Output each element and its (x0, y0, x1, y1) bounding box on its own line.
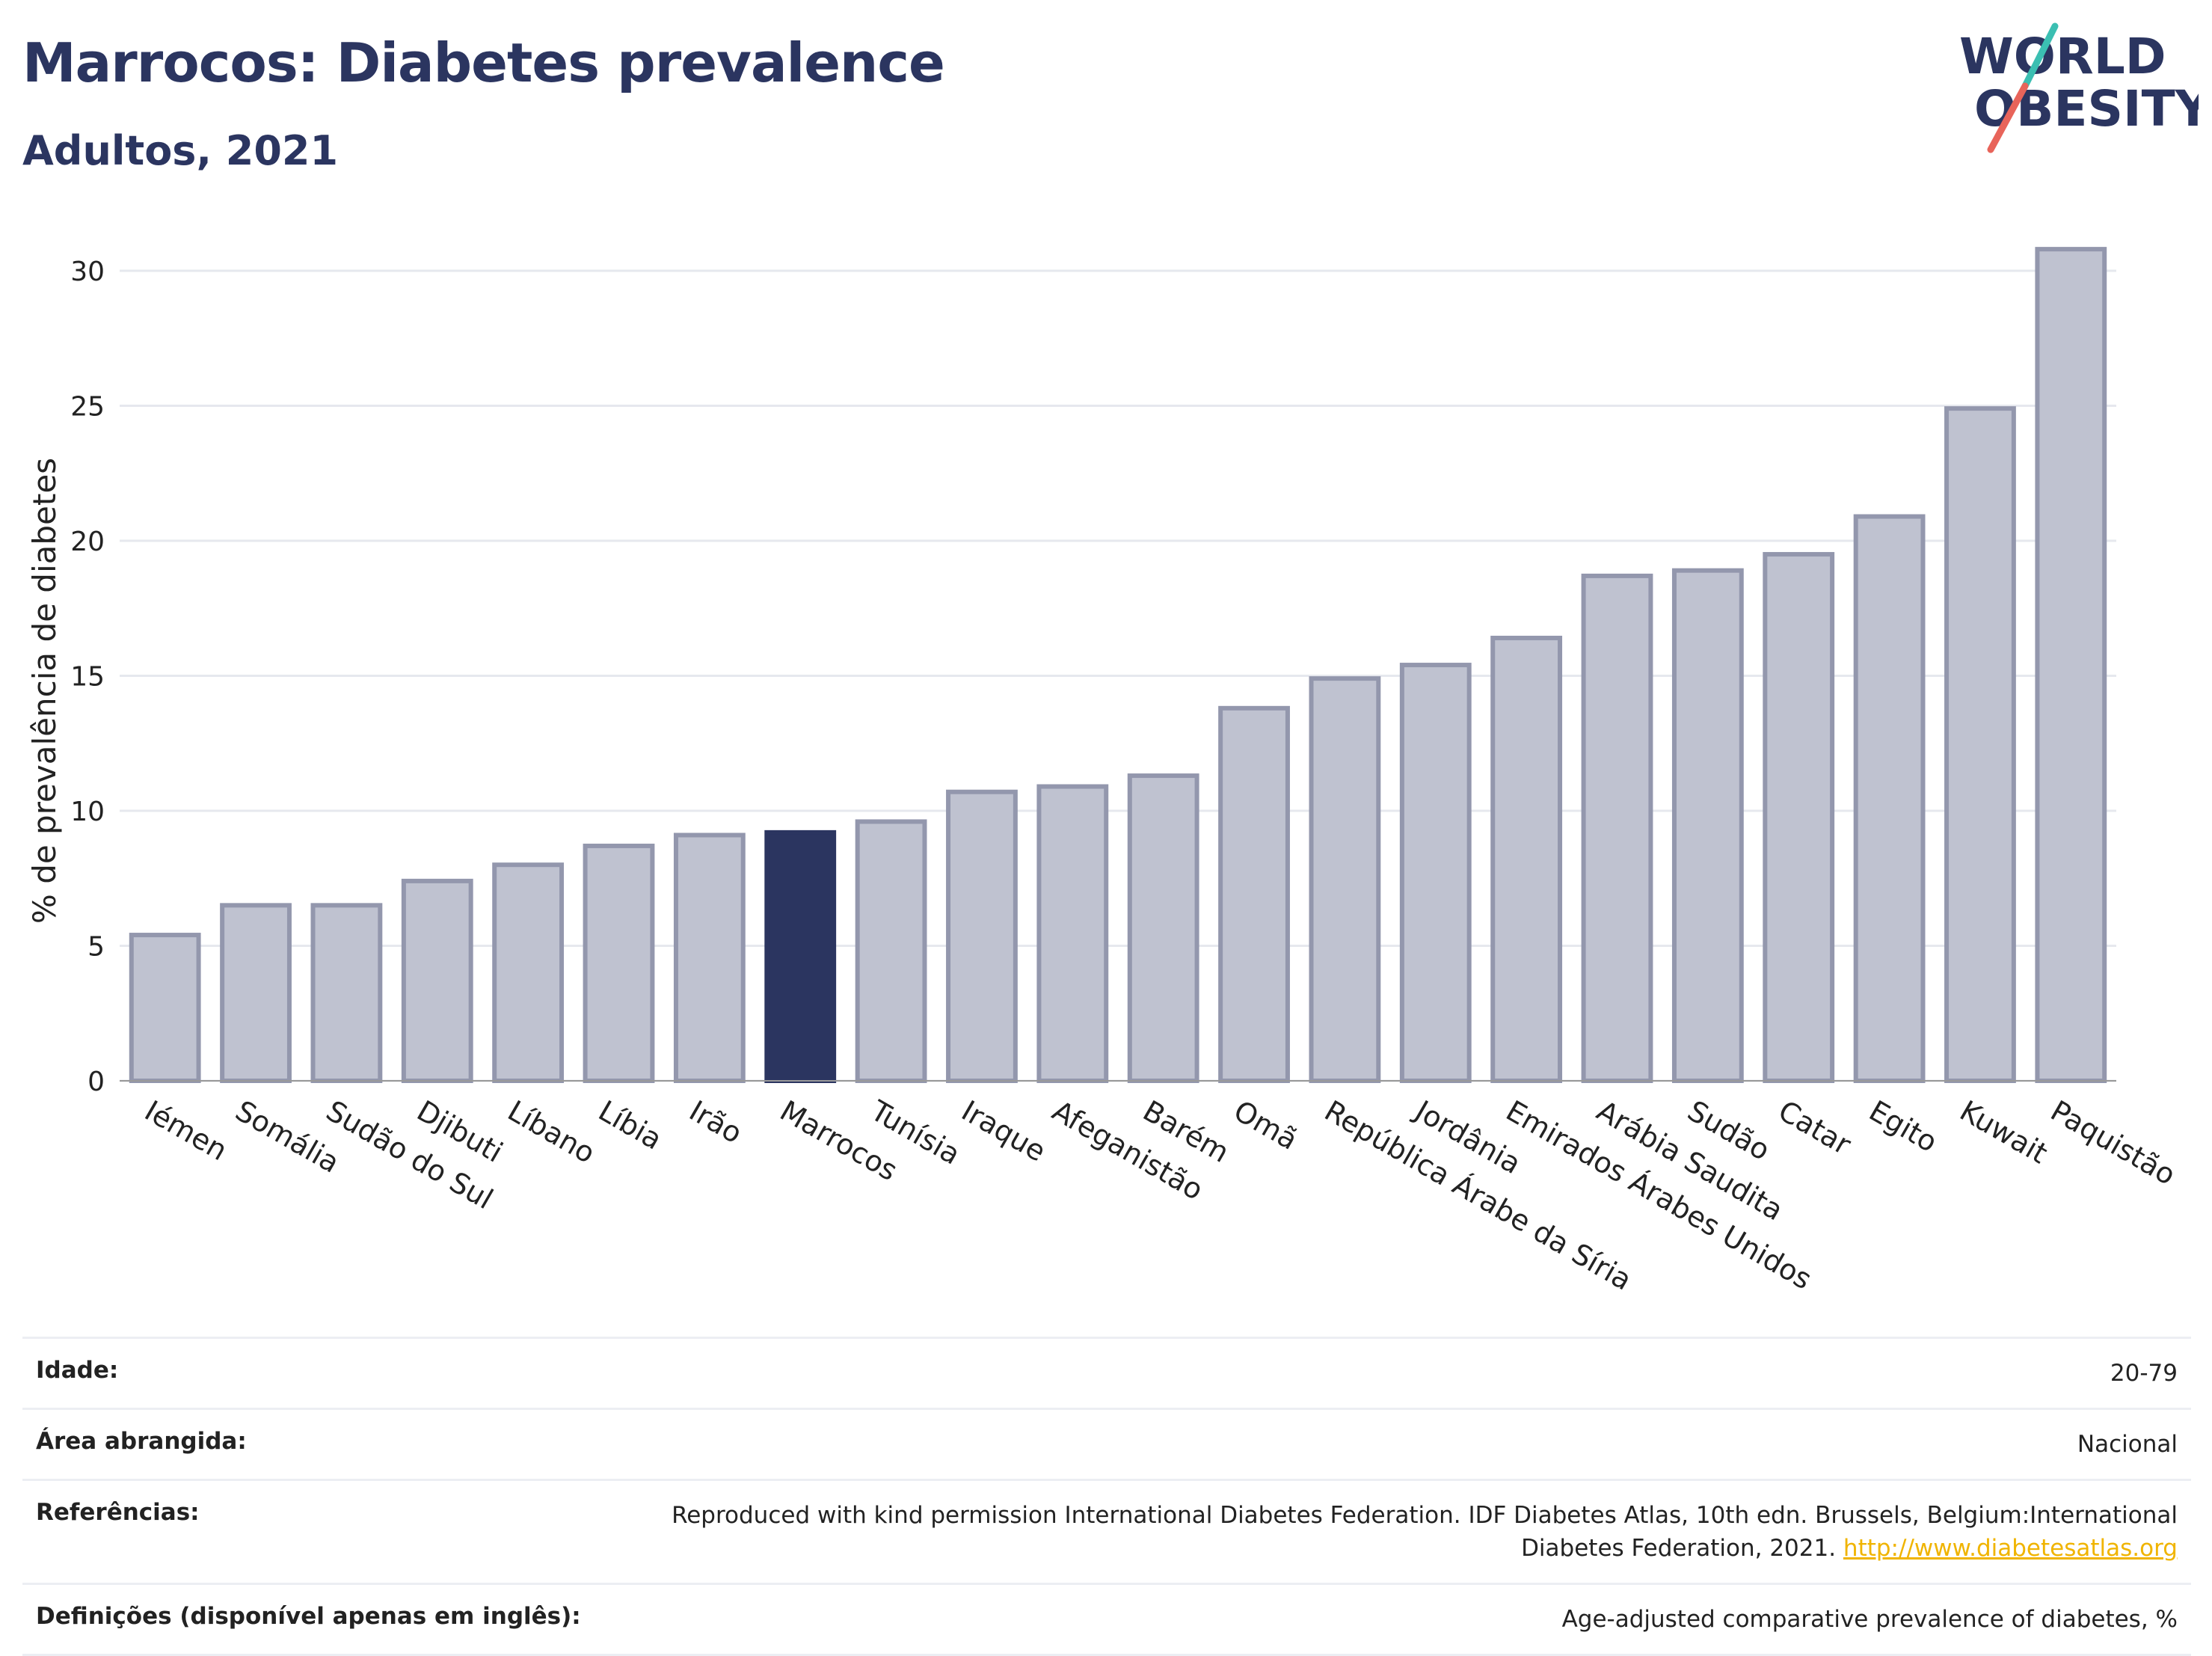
x-tick-label: Somália (230, 1094, 345, 1180)
logo-world-text: WORLD (1959, 28, 2166, 85)
x-tick-label: Omã (1229, 1094, 1303, 1156)
x-tick-label: Catar (1773, 1094, 1857, 1162)
bar-6 (673, 832, 746, 1083)
x-tick-label: Paquistão (2045, 1094, 2181, 1192)
info-row-age: Idade: 20-79 (22, 1337, 2191, 1408)
bar-12 (1218, 705, 1290, 1083)
y-tick-label: 5 (87, 932, 105, 963)
bar-19 (1853, 514, 1926, 1083)
info-row-definitions: Definições (disponível apenas em inglês)… (22, 1583, 2191, 1656)
y-tick-label: 30 (70, 257, 105, 287)
x-tick-label: Kuwait (1954, 1094, 2053, 1171)
bar-3 (401, 878, 473, 1083)
area-value: Nacional (2077, 1431, 2178, 1458)
y-tick-label: 20 (70, 527, 105, 557)
bar-chart: 0 5 10 15 20 25 30 % de prevalência de diabetes… (26, 247, 2181, 1297)
logo-slash-teal (2021, 22, 2059, 90)
x-tick-label: Iémen (139, 1094, 233, 1168)
x-tick-label: Líbano (503, 1094, 601, 1170)
age-value: 20-79 (2110, 1360, 2178, 1387)
chart-subtitle: Adultos, 2021 (22, 127, 339, 174)
chart-title: Marrocos: Diabetes prevalence (22, 31, 945, 94)
world-obesity-logo: WORLD OBESITY (1959, 22, 2199, 153)
info-row-area: Área abrangida: Nacional (22, 1408, 2191, 1479)
logo-slash-red (1987, 82, 2029, 153)
bar-16 (1581, 573, 1653, 1083)
y-tick-label: 25 (70, 392, 105, 423)
age-label: Idade: (36, 1357, 119, 1384)
bar-10 (1036, 784, 1109, 1083)
y-tick-label: 10 (70, 797, 105, 827)
bar-1 (220, 903, 292, 1083)
bar-15 (1490, 635, 1563, 1083)
info-row-references: Referências: Reproduced with kind permis… (22, 1479, 2191, 1583)
definitions-label: Definições (disponível apenas em inglês)… (36, 1603, 581, 1630)
references-link[interactable]: http://www.diabetesatlas.org (1843, 1535, 2178, 1562)
bar-20 (1944, 406, 2016, 1083)
info-table: Idade: 20-79 Área abrangida: Nacional Re… (22, 1337, 2191, 1656)
references-value: Reproduced with kind permission Internat… (645, 1499, 2178, 1565)
references-text: Reproduced with kind permission Internat… (672, 1502, 2178, 1562)
y-axis-label: % de prevalência de diabetes (26, 458, 63, 924)
bar-11 (1127, 773, 1199, 1083)
x-tick-label: Irão (683, 1094, 748, 1150)
bar-4 (492, 862, 565, 1083)
bar-17 (1671, 568, 1744, 1083)
x-tick-label: Iraque (956, 1094, 1051, 1168)
bar-18 (1763, 552, 1835, 1083)
bar-8 (855, 819, 927, 1083)
bar-13 (1309, 676, 1381, 1083)
y-tick-label: 15 (70, 662, 105, 693)
bar-7 (764, 829, 837, 1083)
bar-0 (129, 933, 201, 1084)
x-tick-label: Líbia (593, 1094, 668, 1156)
references-label: Referências: (36, 1499, 200, 1526)
x-tick-label: Egito (1864, 1094, 1943, 1159)
bar-21 (2035, 247, 2107, 1083)
y-tick-label: 0 (87, 1067, 105, 1097)
bar-9 (946, 789, 1018, 1083)
bar-14 (1399, 663, 1472, 1083)
bar-2 (310, 903, 383, 1083)
area-label: Área abrangida: (36, 1428, 247, 1455)
bar-5 (583, 843, 655, 1084)
definitions-value: Age-adjusted comparative prevalence of d… (1561, 1606, 2178, 1633)
